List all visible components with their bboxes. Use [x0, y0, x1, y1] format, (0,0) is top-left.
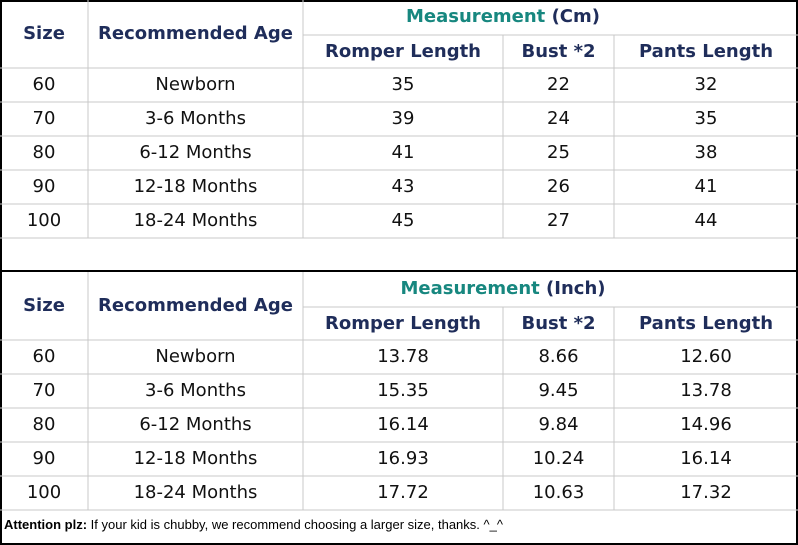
table-cell: 25 — [547, 142, 570, 163]
table-cell: 70 — [33, 108, 56, 129]
column-header: Romper Length — [325, 41, 481, 62]
table-cell: 26 — [547, 176, 570, 197]
table-cell: Newborn — [155, 74, 235, 95]
table-cell: 100 — [27, 482, 61, 503]
note: Attention plz: If your kid is chubby, we… — [4, 517, 504, 532]
table-cell: 3-6 Months — [145, 108, 246, 129]
table-cell: 24 — [547, 108, 570, 129]
table-cell: 35 — [695, 108, 718, 129]
table-cell: 18-24 Months — [134, 210, 258, 231]
table-cell: 9.45 — [538, 380, 578, 401]
table-cell: 60 — [33, 74, 56, 95]
table-cell: 16.14 — [680, 448, 732, 469]
table-cell: 18-24 Months — [134, 482, 258, 503]
column-header: Romper Length — [325, 313, 481, 334]
table-cell: 90 — [33, 176, 56, 197]
table-cell: 80 — [33, 414, 56, 435]
table-cell: 12-18 Months — [134, 448, 258, 469]
table-cell: 13.78 — [377, 346, 429, 367]
table-cell: 60 — [33, 346, 56, 367]
table-cell: Newborn — [155, 346, 235, 367]
table-cell: 15.35 — [377, 380, 429, 401]
table-cell: 39 — [392, 108, 415, 129]
table-cell: 13.78 — [680, 380, 732, 401]
table-cell: 35 — [392, 74, 415, 95]
measurement-label: Measurement — [401, 278, 541, 299]
table-cell: 43 — [392, 176, 415, 197]
column-header: Bust *2 — [521, 313, 595, 334]
column-header: Pants Length — [639, 313, 773, 334]
table-cell: 10.24 — [533, 448, 585, 469]
column-header: Pants Length — [639, 41, 773, 62]
measurement-label: Measurement — [406, 6, 546, 27]
measurement-header: Measurement (Cm) — [406, 6, 600, 27]
table-cell: 41 — [392, 142, 415, 163]
note-text: If your kid is chubby, we recommend choo… — [91, 517, 504, 532]
column-header: Recommended Age — [98, 295, 293, 316]
table-cell: 14.96 — [680, 414, 732, 435]
table-cell: 3-6 Months — [145, 380, 246, 401]
measurement-header: Measurement (Inch) — [401, 278, 606, 299]
table-cell: 80 — [33, 142, 56, 163]
table-cell: 17.32 — [680, 482, 732, 503]
table-cell: 100 — [27, 210, 61, 231]
table-cell: 44 — [695, 210, 718, 231]
column-header: Recommended Age — [98, 23, 293, 44]
table-cell: 12.60 — [680, 346, 732, 367]
column-header: Bust *2 — [521, 41, 595, 62]
column-header: Size — [23, 23, 65, 44]
table-cell: 41 — [695, 176, 718, 197]
table-cell: 6-12 Months — [139, 142, 251, 163]
table-cell: 70 — [33, 380, 56, 401]
note-label: Attention plz: — [4, 517, 87, 532]
table-cell: 10.63 — [533, 482, 585, 503]
table-cell: 27 — [547, 210, 570, 231]
table-cell: 6-12 Months — [139, 414, 251, 435]
table-cell: 16.93 — [377, 448, 429, 469]
column-header: Size — [23, 295, 65, 316]
table-cell: 17.72 — [377, 482, 429, 503]
measurement-unit: (Inch) — [546, 278, 605, 299]
table-cell: 90 — [33, 448, 56, 469]
table-cell: 32 — [695, 74, 718, 95]
table-cell: 45 — [392, 210, 415, 231]
table-cell: 8.66 — [538, 346, 578, 367]
table-cell: 22 — [547, 74, 570, 95]
table-cell: 9.84 — [538, 414, 578, 435]
table-cell: 12-18 Months — [134, 176, 258, 197]
measurement-unit: (Cm) — [552, 6, 600, 27]
table-cell: 38 — [695, 142, 718, 163]
table-cell: 16.14 — [377, 414, 429, 435]
